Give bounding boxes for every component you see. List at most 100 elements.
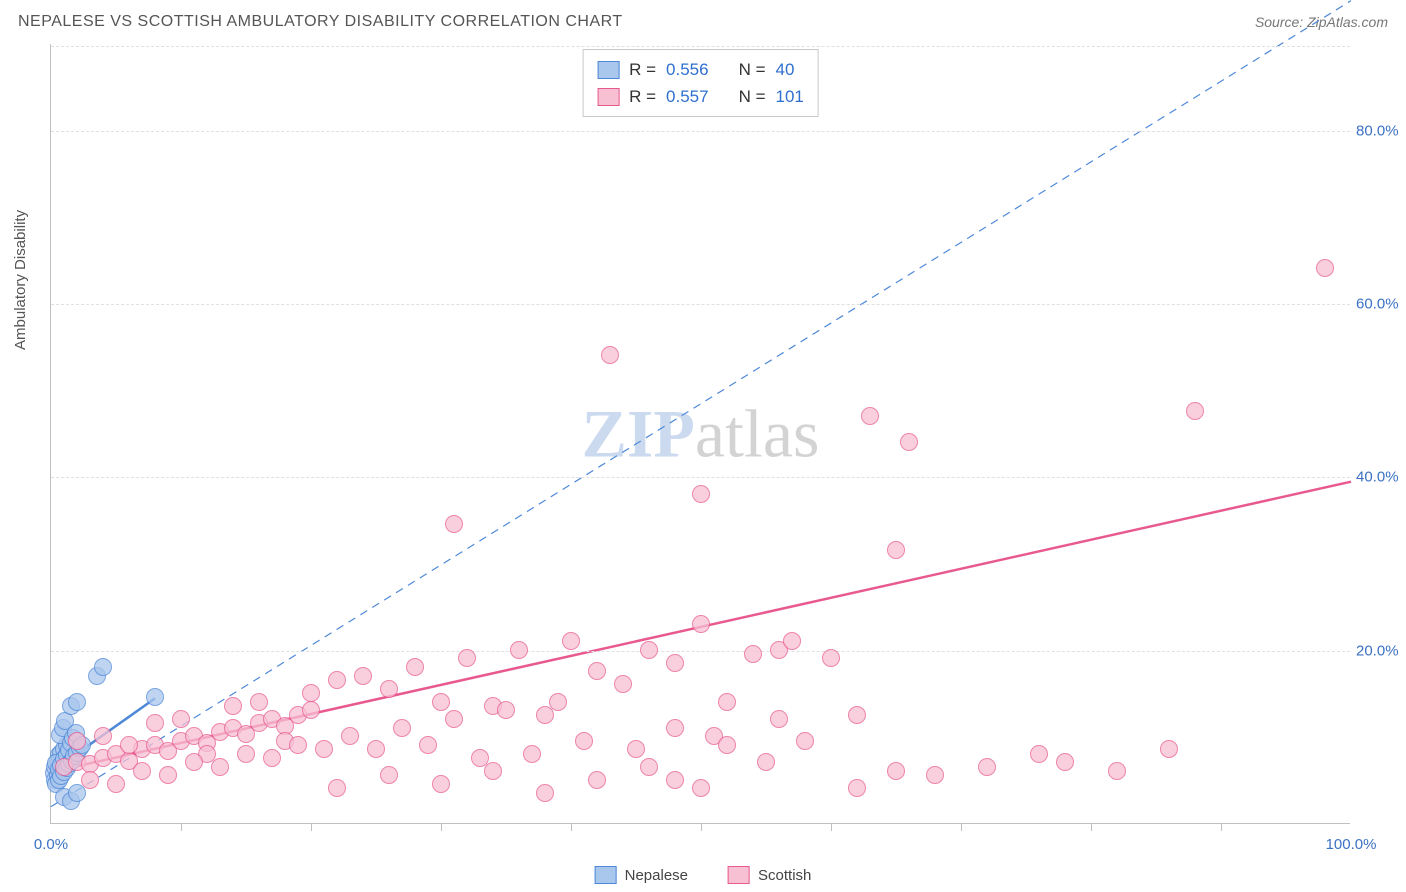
data-point [120,736,138,754]
x-tick [311,823,312,831]
data-point [1160,740,1178,758]
legend-label: Scottish [758,867,811,884]
data-point [770,710,788,728]
data-point [666,771,684,789]
data-point [978,758,996,776]
data-point [380,766,398,784]
gridline-h [51,304,1350,305]
data-point [224,697,242,715]
data-point [900,433,918,451]
data-point [796,732,814,750]
y-tick-label: 40.0% [1350,469,1406,486]
data-point [445,710,463,728]
stat-r-label: R = [629,56,656,83]
x-tick-label: 100.0% [1326,836,1377,853]
data-point [250,693,268,711]
stats-legend-box: R =0.556N =40R =0.557N =101 [582,49,819,117]
chart-title: NEPALESE VS SCOTTISH AMBULATORY DISABILI… [18,13,623,31]
x-tick-label: 0.0% [34,836,68,853]
data-point [68,693,86,711]
data-point [341,727,359,745]
stat-n-label: N = [739,83,766,110]
gridline-h [51,131,1350,132]
y-axis-label: Ambulatory Disability [12,210,29,350]
data-point [94,727,112,745]
x-tick [571,823,572,831]
data-point [666,654,684,672]
data-point [133,762,151,780]
legend-item: Nepalese [595,866,688,884]
bottom-legend: Nepalese Scottish [595,866,812,884]
data-point [315,740,333,758]
data-point [354,667,372,685]
trend-line [51,1,1351,807]
y-tick-label: 20.0% [1350,642,1406,659]
data-point [328,779,346,797]
data-point [458,649,476,667]
data-point [848,706,866,724]
legend-swatch [597,61,619,79]
data-point [289,736,307,754]
data-point [380,680,398,698]
data-point [575,732,593,750]
data-point [822,649,840,667]
data-point [666,719,684,737]
gridline-h [51,477,1350,478]
data-point [887,762,905,780]
data-point [536,784,554,802]
x-tick [701,823,702,831]
data-point [146,714,164,732]
data-point [627,740,645,758]
data-point [692,779,710,797]
data-point [94,658,112,676]
data-point [419,736,437,754]
data-point [432,775,450,793]
data-point [406,658,424,676]
data-point [640,758,658,776]
data-point [159,766,177,784]
x-tick [1091,823,1092,831]
gridline-h [51,46,1350,47]
data-point [1030,745,1048,763]
data-point [848,779,866,797]
x-tick [181,823,182,831]
data-point [523,745,541,763]
data-point [367,740,385,758]
plot-area: ZIPatlas R =0.556N =40R =0.557N =101 20.… [50,44,1350,824]
data-point [263,749,281,767]
data-point [718,736,736,754]
data-point [445,515,463,533]
data-point [744,645,762,663]
legend-label: Nepalese [625,867,688,884]
data-point [549,693,567,711]
x-tick [441,823,442,831]
stat-r-value: 0.556 [666,56,709,83]
stats-row: R =0.557N =101 [597,83,804,110]
data-point [393,719,411,737]
data-point [1186,402,1204,420]
data-point [68,732,86,750]
data-point [640,641,658,659]
data-point [887,541,905,559]
data-point [861,407,879,425]
data-point [81,771,99,789]
data-point [562,632,580,650]
y-tick-label: 60.0% [1350,296,1406,313]
data-point [588,662,606,680]
data-point [185,753,203,771]
legend-swatch [595,866,617,884]
data-point [1108,762,1126,780]
data-point [757,753,775,771]
x-tick [831,823,832,831]
data-point [107,775,125,793]
stat-r-label: R = [629,83,656,110]
data-point [237,745,255,763]
data-point [146,688,164,706]
data-point [211,758,229,776]
stat-n-label: N = [739,56,766,83]
legend-item: Scottish [728,866,811,884]
data-point [172,710,190,728]
data-point [1056,753,1074,771]
data-point [692,485,710,503]
legend-swatch [597,88,619,106]
